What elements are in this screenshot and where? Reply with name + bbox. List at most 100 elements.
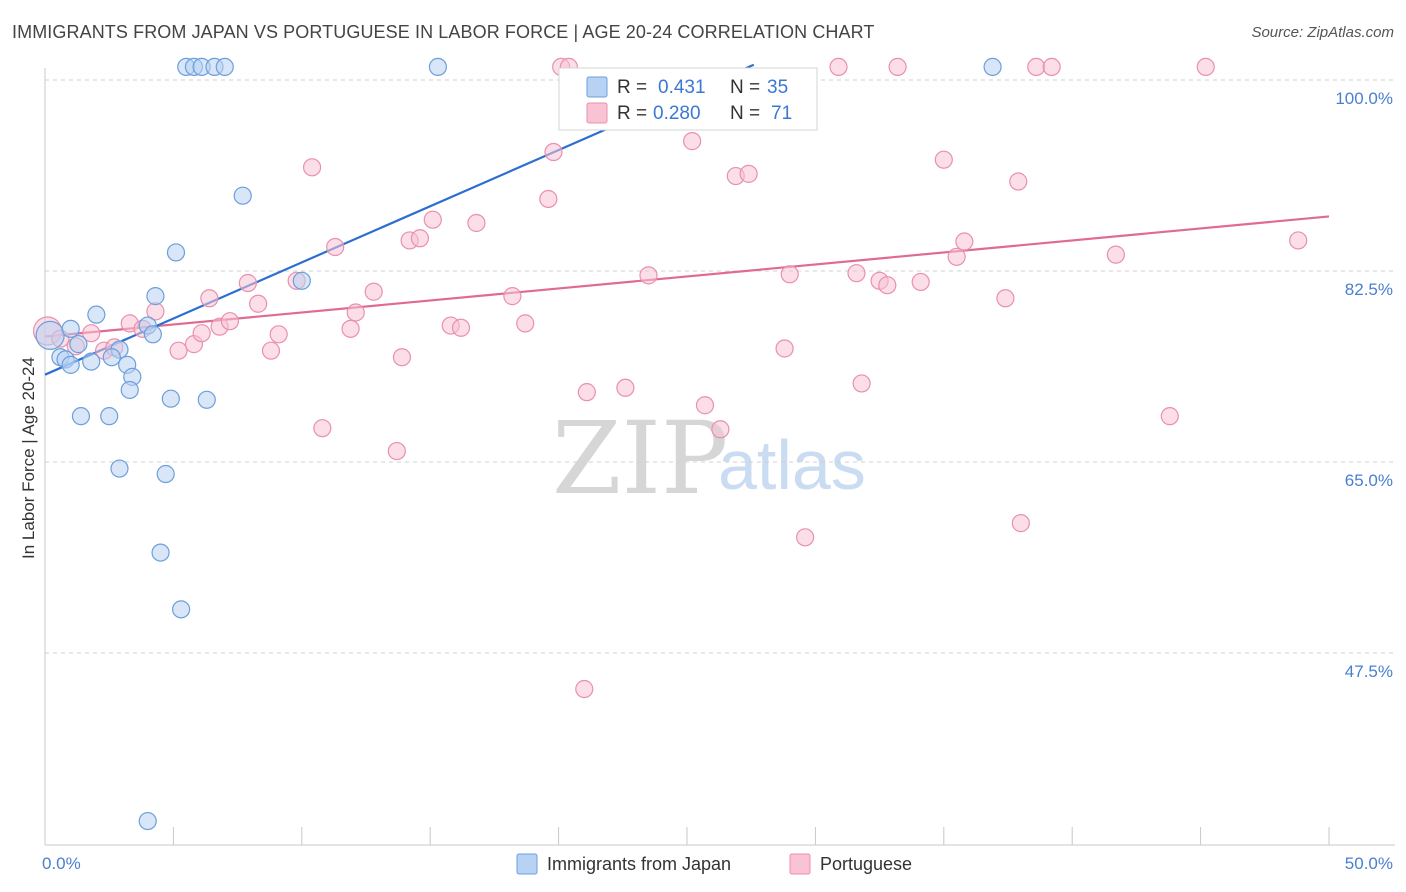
portuguese-point	[410, 229, 430, 248]
portuguese-point	[1160, 407, 1179, 426]
portuguese-point	[200, 289, 219, 308]
portuguese-point	[639, 266, 658, 285]
japan-point	[102, 348, 121, 367]
japan-point	[110, 459, 129, 478]
japan-point	[61, 355, 80, 374]
japan-points	[35, 57, 1002, 831]
portuguese-point	[683, 132, 702, 151]
portuguese-point	[392, 348, 412, 367]
legend-swatch-japan	[586, 76, 608, 98]
portuguese-point	[451, 318, 471, 337]
portuguese-point	[739, 164, 758, 183]
portuguese-point	[1009, 172, 1028, 191]
japan-point	[172, 600, 191, 619]
portuguese-point	[387, 441, 406, 461]
bottom-legend-swatch-japan	[516, 853, 538, 875]
japan-point	[197, 390, 216, 409]
japan-point	[215, 57, 234, 77]
portuguese-point	[775, 339, 794, 358]
japan-point	[69, 335, 88, 354]
portuguese-point	[302, 158, 322, 177]
portuguese-point	[423, 210, 442, 229]
portuguese-point	[878, 276, 897, 295]
legend-n-japan: 35	[767, 77, 788, 98]
portuguese-point	[516, 314, 535, 333]
portuguese-points	[32, 57, 1308, 699]
portuguese-point	[313, 419, 332, 438]
bottom-legend-swatch-portuguese	[789, 853, 811, 875]
japan-point	[71, 407, 91, 426]
portuguese-point	[847, 264, 866, 283]
japan-point	[138, 811, 157, 831]
portuguese-point	[346, 303, 365, 322]
source-label: Source: ZipAtlas.com	[1251, 24, 1394, 41]
bottom-legend-label-portuguese: Portuguese	[820, 854, 912, 874]
portuguese-point	[1011, 514, 1030, 533]
portuguese-point	[695, 396, 715, 415]
bottom-legend-label-japan: Immigrants from Japan	[547, 854, 731, 874]
legend-n-portuguese: 71	[771, 103, 792, 124]
portuguese-point	[996, 289, 1015, 308]
portuguese-point	[1289, 231, 1308, 250]
japan-point	[146, 287, 165, 306]
portuguese-point	[888, 57, 907, 77]
gridlines	[45, 79, 1395, 654]
portuguese-point	[911, 272, 930, 292]
portuguese-point	[1042, 57, 1061, 77]
japan-point	[61, 319, 80, 338]
japan-point	[87, 305, 106, 324]
portuguese-point	[261, 341, 281, 360]
japan-point	[166, 243, 186, 262]
portuguese-point	[192, 324, 211, 343]
portuguese-point	[544, 142, 563, 162]
y-axis-title: In Labor Force | Age 20-24	[19, 357, 38, 559]
portuguese-point	[575, 679, 594, 699]
japan-point	[120, 380, 139, 400]
portuguese-point	[577, 383, 596, 402]
x-tick-label-min: 0.0%	[42, 854, 81, 873]
legend-r-portuguese: 0.280	[653, 103, 701, 124]
legend-r-label-portuguese: R =	[617, 103, 647, 124]
japan-point	[82, 352, 101, 371]
japan-point	[428, 57, 448, 77]
portuguese-point	[539, 189, 558, 209]
portuguese-trend-line	[44, 215, 1330, 338]
japan-point	[35, 320, 65, 350]
japan-point	[100, 407, 119, 426]
y-tick-label: 65.0%	[1345, 471, 1393, 490]
portuguese-point	[238, 273, 257, 293]
japan-point	[161, 389, 180, 408]
japan-point	[151, 543, 170, 562]
portuguese-point	[169, 341, 188, 360]
japan-point	[143, 325, 162, 344]
portuguese-point	[616, 378, 635, 397]
japan-point	[156, 464, 175, 484]
portuguese-point	[955, 232, 974, 251]
watermark-zip: ZIP	[552, 400, 728, 517]
portuguese-point	[249, 294, 268, 313]
portuguese-point	[852, 374, 871, 393]
x-tick-label-max: 50.0%	[1345, 854, 1393, 873]
legend-swatch-portuguese	[586, 102, 608, 124]
bottom-legend: Immigrants from Japan Portuguese	[516, 853, 912, 875]
axes	[44, 68, 1395, 846]
watermark-atlas: atlas	[718, 426, 866, 504]
legend-n-label-japan: N =	[730, 77, 760, 98]
legend-n-label-portuguese: N =	[730, 103, 760, 124]
legend: R = 0.431 N = 35 R = 0.280 N = 71	[558, 67, 818, 131]
japan-point	[233, 186, 252, 205]
japan-point	[983, 57, 1002, 77]
y-tick-label: 82.5%	[1345, 280, 1393, 299]
portuguese-point	[1196, 57, 1215, 77]
portuguese-point	[934, 150, 953, 169]
y-tick-label: 100.0%	[1335, 89, 1393, 108]
y-tick-labels: 100.0% 82.5% 65.0% 47.5%	[1335, 89, 1393, 681]
japan-point	[292, 271, 311, 290]
portuguese-point	[364, 282, 383, 301]
portuguese-point	[503, 287, 522, 306]
portuguese-point	[711, 420, 730, 439]
portuguese-point	[326, 237, 345, 257]
portuguese-point	[269, 325, 288, 344]
legend-r-japan: 0.431	[658, 77, 706, 98]
portuguese-point	[1106, 245, 1125, 264]
